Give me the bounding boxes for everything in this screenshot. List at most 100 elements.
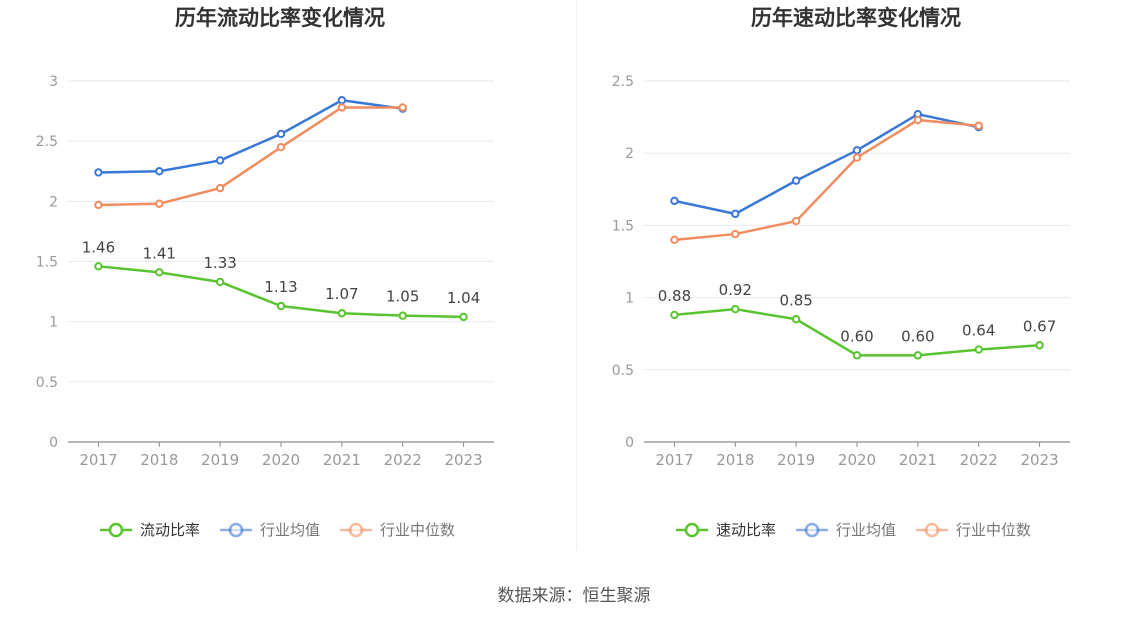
data-point-industry_avg <box>731 209 740 219</box>
data-point-industry_median <box>913 115 923 125</box>
data-point-company <box>731 304 740 314</box>
legend-item-industry_avg[interactable]: 行业均值 <box>220 521 320 539</box>
data-label: 1.33 <box>203 254 236 272</box>
series-line-industry_median <box>98 106 403 207</box>
legend-label: 流动比率 <box>140 521 200 539</box>
data-point-company <box>913 351 923 360</box>
data-point-industry_avg <box>155 167 164 176</box>
data-label: 1.05 <box>386 288 419 306</box>
data-point-industry_median <box>215 183 225 193</box>
legend-marker <box>228 522 244 538</box>
data-point-industry_median <box>398 103 407 112</box>
y-tick-label: 2.5 <box>36 134 58 150</box>
current-ratio-chart: 历年流动比率变化情况 0 0.5 1 1.5 2 2.5 3 2017 2018 2019 2020 2… <box>36 6 494 539</box>
y-tick-label: 1 <box>625 291 634 307</box>
data-label: 1.07 <box>325 285 358 303</box>
y-tick-label: 2 <box>49 194 58 210</box>
data-label: 0.60 <box>840 327 873 345</box>
data-point-company <box>791 315 801 324</box>
series-line-industry_avg <box>98 99 403 174</box>
x-tick-label: 2021 <box>899 451 937 469</box>
data-label: 1.46 <box>82 238 115 256</box>
legend-marker <box>684 522 700 538</box>
data-point-industry_median <box>155 199 164 208</box>
y-tick-label: 0 <box>625 435 634 451</box>
data-label: 1.41 <box>143 244 176 262</box>
data-label: 0.85 <box>779 291 812 309</box>
y-tick-label: 2 <box>625 146 634 162</box>
series-line-industry_median <box>674 118 979 242</box>
x-tick-label: 2021 <box>323 451 361 469</box>
legend-item-industry_median[interactable]: 行业中位数 <box>340 521 455 539</box>
data-point-industry_avg <box>276 129 286 139</box>
legend-label: 行业中位数 <box>380 521 455 539</box>
legend-item-industry_median[interactable]: 行业中位数 <box>916 521 1031 539</box>
y-tick-label: 0.5 <box>36 375 58 391</box>
y-tick-label: 1.5 <box>36 255 58 271</box>
legend-label: 行业均值 <box>836 521 896 539</box>
quick-ratio-chart: 历年速动比率变化情况 0 0.5 1 1.5 2 2.5 2017 2018 2019 2020 20… <box>612 6 1070 539</box>
y-tick-label: 0 <box>49 435 58 451</box>
series-line-industry_avg <box>674 112 979 216</box>
legend-marker <box>348 522 364 538</box>
chart-title: 历年速动比率变化情况 <box>751 6 961 30</box>
x-tick-label: 2023 <box>1020 451 1058 469</box>
y-tick-label: 2.5 <box>612 74 634 90</box>
data-point-company <box>276 301 286 311</box>
data-point-industry_median <box>276 142 286 152</box>
data-point-company <box>852 351 862 360</box>
y-tick-label: 1 <box>49 315 58 331</box>
data-label: 0.60 <box>901 327 934 345</box>
legend-item-company[interactable]: 速动比率 <box>676 521 776 539</box>
x-tick-label: 2018 <box>140 451 178 469</box>
x-tick-label: 2019 <box>201 451 239 469</box>
x-tick-label: 2017 <box>79 451 117 469</box>
data-source-note: 数据来源：恒生聚源 <box>497 586 651 606</box>
x-tick-label: 2020 <box>262 451 300 469</box>
data-point-industry_avg <box>215 156 225 165</box>
legend-label: 行业均值 <box>260 521 320 539</box>
data-label: 0.88 <box>658 287 691 305</box>
data-point-industry_median <box>337 103 347 112</box>
data-point-company <box>1035 341 1044 350</box>
y-tick-label: 1.5 <box>612 218 634 234</box>
data-point-industry_median <box>731 229 740 239</box>
legend-label: 速动比率 <box>716 521 776 539</box>
data-point-company <box>337 309 347 318</box>
legend-marker <box>804 522 820 538</box>
data-point-industry_avg <box>852 146 862 155</box>
data-point-industry_median <box>670 235 679 245</box>
legend-item-company[interactable]: 流动比率 <box>100 521 200 539</box>
chart-divider <box>576 0 577 550</box>
data-point-industry_avg <box>791 176 801 185</box>
x-tick-label: 2022 <box>960 451 998 469</box>
legend-item-industry_avg[interactable]: 行业均值 <box>796 521 896 539</box>
data-point-industry_avg <box>337 96 347 105</box>
data-label: 0.67 <box>1023 317 1056 335</box>
data-point-company <box>398 311 407 320</box>
x-tick-label: 2019 <box>777 451 815 469</box>
x-tick-label: 2023 <box>444 451 482 469</box>
x-tick-label: 2017 <box>655 451 693 469</box>
data-point-company <box>155 268 164 277</box>
x-tick-label: 2022 <box>384 451 422 469</box>
data-point-company <box>974 345 983 354</box>
chart-title: 历年流动比率变化情况 <box>175 6 385 30</box>
data-label: 0.64 <box>962 322 995 340</box>
y-tick-label: 0.5 <box>612 363 634 379</box>
legend-marker <box>108 522 124 538</box>
data-point-industry_median <box>852 153 862 162</box>
x-tick-label: 2020 <box>838 451 876 469</box>
data-point-industry_median <box>974 121 983 130</box>
legend-label: 行业中位数 <box>956 521 1031 539</box>
data-point-industry_avg <box>670 196 679 206</box>
data-label: 0.92 <box>719 281 752 299</box>
data-point-company <box>459 312 468 322</box>
data-label: 1.04 <box>447 289 480 307</box>
data-point-industry_median <box>94 200 103 210</box>
data-point-company <box>670 310 679 320</box>
y-tick-label: 3 <box>49 74 58 90</box>
data-point-company <box>94 262 103 271</box>
x-tick-label: 2018 <box>716 451 754 469</box>
legend-marker <box>924 522 940 538</box>
